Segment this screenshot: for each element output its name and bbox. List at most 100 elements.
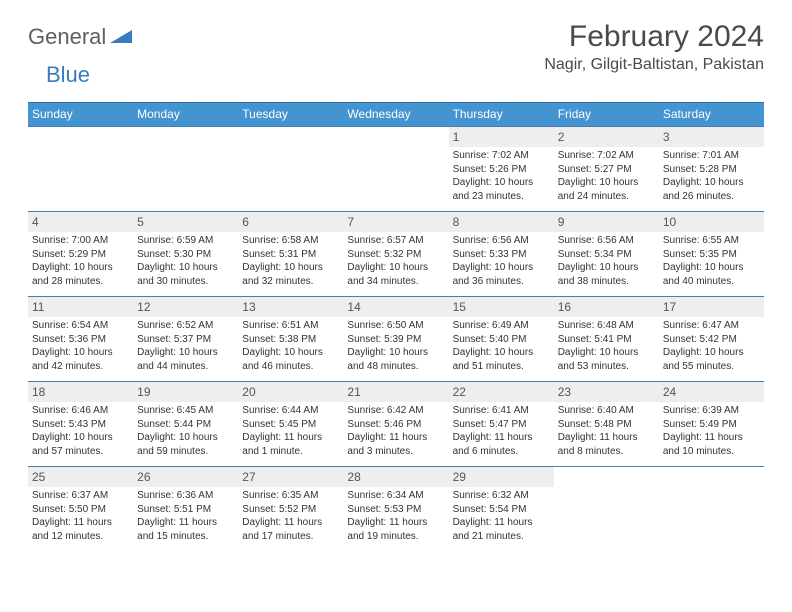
day-number: 2 <box>554 127 659 147</box>
week-row: 25Sunrise: 6:37 AMSunset: 5:50 PMDayligh… <box>28 466 764 551</box>
sunset-text: Sunset: 5:51 PM <box>137 503 234 517</box>
sunset-text: Sunset: 5:35 PM <box>663 248 760 262</box>
week-row: 4Sunrise: 7:00 AMSunset: 5:29 PMDaylight… <box>28 211 764 296</box>
day-cell: 9Sunrise: 6:56 AMSunset: 5:34 PMDaylight… <box>554 212 659 296</box>
sunrise-text: Sunrise: 6:47 AM <box>663 319 760 333</box>
logo: General <box>28 24 132 50</box>
daylight-text: Daylight: 11 hours and 17 minutes. <box>242 516 339 543</box>
sunset-text: Sunset: 5:30 PM <box>137 248 234 262</box>
day-body: Sunrise: 6:42 AMSunset: 5:46 PMDaylight:… <box>343 404 448 462</box>
sunrise-text: Sunrise: 6:49 AM <box>453 319 550 333</box>
day-body: Sunrise: 6:48 AMSunset: 5:41 PMDaylight:… <box>554 319 659 377</box>
day-number: 26 <box>133 467 238 487</box>
day-cell <box>659 467 764 551</box>
day-number: 7 <box>343 212 448 232</box>
day-number: 14 <box>343 297 448 317</box>
day-number: 27 <box>238 467 343 487</box>
day-cell <box>343 127 448 211</box>
day-cell: 24Sunrise: 6:39 AMSunset: 5:49 PMDayligh… <box>659 382 764 466</box>
sunrise-text: Sunrise: 6:56 AM <box>558 234 655 248</box>
day-number: 19 <box>133 382 238 402</box>
day-body: Sunrise: 7:02 AMSunset: 5:26 PMDaylight:… <box>449 149 554 207</box>
day-cell: 20Sunrise: 6:44 AMSunset: 5:45 PMDayligh… <box>238 382 343 466</box>
day-header-friday: Friday <box>554 103 659 126</box>
sunset-text: Sunset: 5:53 PM <box>347 503 444 517</box>
sunrise-text: Sunrise: 6:46 AM <box>32 404 129 418</box>
sunset-text: Sunset: 5:38 PM <box>242 333 339 347</box>
day-cell: 5 Sunrise: 6:59 AMSunset: 5:30 PMDaylight… <box>133 212 238 296</box>
day-cell: 12Sunrise: 6:52 AMSunset: 5:37 PMDayligh… <box>133 297 238 381</box>
sunrise-text: Sunrise: 6:58 AM <box>242 234 339 248</box>
day-cell: 4Sunrise: 7:00 AMSunset: 5:29 PMDaylight… <box>28 212 133 296</box>
day-number: 21 <box>343 382 448 402</box>
day-cell <box>28 127 133 211</box>
daylight-text: Daylight: 11 hours and 21 minutes. <box>453 516 550 543</box>
logo-text-general: General <box>28 24 106 50</box>
daylight-text: Daylight: 10 hours and 23 minutes. <box>453 176 550 203</box>
logo-triangle-icon <box>110 25 132 48</box>
daylight-text: Daylight: 10 hours and 32 minutes. <box>242 261 339 288</box>
daylight-text: Daylight: 11 hours and 1 minute. <box>242 431 339 458</box>
day-cell: 26Sunrise: 6:36 AMSunset: 5:51 PMDayligh… <box>133 467 238 551</box>
sunset-text: Sunset: 5:48 PM <box>558 418 655 432</box>
sunset-text: Sunset: 5:47 PM <box>453 418 550 432</box>
day-header-row: Sunday Monday Tuesday Wednesday Thursday… <box>28 102 764 126</box>
day-cell: 23Sunrise: 6:40 AMSunset: 5:48 PMDayligh… <box>554 382 659 466</box>
day-cell: 16Sunrise: 6:48 AMSunset: 5:41 PMDayligh… <box>554 297 659 381</box>
day-body: Sunrise: 6:51 AMSunset: 5:38 PMDaylight:… <box>238 319 343 377</box>
sunrise-text: Sunrise: 6:35 AM <box>242 489 339 503</box>
day-number: 12 <box>133 297 238 317</box>
day-body: Sunrise: 6:37 AMSunset: 5:50 PMDaylight:… <box>28 489 133 547</box>
day-header-saturday: Saturday <box>659 103 764 126</box>
day-number: 1 <box>449 127 554 147</box>
month-title: February 2024 <box>544 20 764 54</box>
sunset-text: Sunset: 5:49 PM <box>663 418 760 432</box>
day-body: Sunrise: 6:47 AMSunset: 5:42 PMDaylight:… <box>659 319 764 377</box>
sunset-text: Sunset: 5:28 PM <box>663 163 760 177</box>
day-header-monday: Monday <box>133 103 238 126</box>
day-number: 5 <box>133 212 238 232</box>
location-text: Nagir, Gilgit-Baltistan, Pakistan <box>544 56 764 74</box>
day-body: Sunrise: 6:34 AMSunset: 5:53 PMDaylight:… <box>343 489 448 547</box>
day-body: Sunrise: 6:45 AMSunset: 5:44 PMDaylight:… <box>133 404 238 462</box>
day-body: Sunrise: 7:02 AMSunset: 5:27 PMDaylight:… <box>554 149 659 207</box>
calendar-grid: Sunday Monday Tuesday Wednesday Thursday… <box>28 102 764 551</box>
daylight-text: Daylight: 10 hours and 30 minutes. <box>137 261 234 288</box>
week-row: 18Sunrise: 6:46 AMSunset: 5:43 PMDayligh… <box>28 381 764 466</box>
day-cell: 18Sunrise: 6:46 AMSunset: 5:43 PMDayligh… <box>28 382 133 466</box>
sunset-text: Sunset: 5:31 PM <box>242 248 339 262</box>
day-body: Sunrise: 6:55 AMSunset: 5:35 PMDaylight:… <box>659 234 764 292</box>
daylight-text: Daylight: 10 hours and 26 minutes. <box>663 176 760 203</box>
sunrise-text: Sunrise: 7:02 AM <box>453 149 550 163</box>
day-body: Sunrise: 6:49 AMSunset: 5:40 PMDaylight:… <box>449 319 554 377</box>
day-cell: 17Sunrise: 6:47 AMSunset: 5:42 PMDayligh… <box>659 297 764 381</box>
daylight-text: Daylight: 11 hours and 12 minutes. <box>32 516 129 543</box>
day-cell: 22Sunrise: 6:41 AMSunset: 5:47 PMDayligh… <box>449 382 554 466</box>
day-body: Sunrise: 6:40 AMSunset: 5:48 PMDaylight:… <box>554 404 659 462</box>
sunset-text: Sunset: 5:40 PM <box>453 333 550 347</box>
day-number: 3 <box>659 127 764 147</box>
sunset-text: Sunset: 5:52 PM <box>242 503 339 517</box>
day-number: 4 <box>28 212 133 232</box>
day-body: Sunrise: 6:32 AMSunset: 5:54 PMDaylight:… <box>449 489 554 547</box>
daylight-text: Daylight: 10 hours and 59 minutes. <box>137 431 234 458</box>
day-number: 20 <box>238 382 343 402</box>
sunrise-text: Sunrise: 6:45 AM <box>137 404 234 418</box>
sunset-text: Sunset: 5:34 PM <box>558 248 655 262</box>
daylight-text: Daylight: 11 hours and 6 minutes. <box>453 431 550 458</box>
sunset-text: Sunset: 5:42 PM <box>663 333 760 347</box>
day-number: 8 <box>449 212 554 232</box>
daylight-text: Daylight: 10 hours and 28 minutes. <box>32 261 129 288</box>
sunset-text: Sunset: 5:44 PM <box>137 418 234 432</box>
day-number: 24 <box>659 382 764 402</box>
sunrise-text: Sunrise: 6:59 AM <box>137 234 234 248</box>
title-block: February 2024 Nagir, Gilgit-Baltistan, P… <box>544 20 764 74</box>
sunset-text: Sunset: 5:26 PM <box>453 163 550 177</box>
day-number: 25 <box>28 467 133 487</box>
sunset-text: Sunset: 5:32 PM <box>347 248 444 262</box>
day-number: 15 <box>449 297 554 317</box>
day-cell: 7Sunrise: 6:57 AMSunset: 5:32 PMDaylight… <box>343 212 448 296</box>
day-number: 6 <box>238 212 343 232</box>
sunrise-text: Sunrise: 7:00 AM <box>32 234 129 248</box>
day-body: Sunrise: 6:50 AMSunset: 5:39 PMDaylight:… <box>343 319 448 377</box>
